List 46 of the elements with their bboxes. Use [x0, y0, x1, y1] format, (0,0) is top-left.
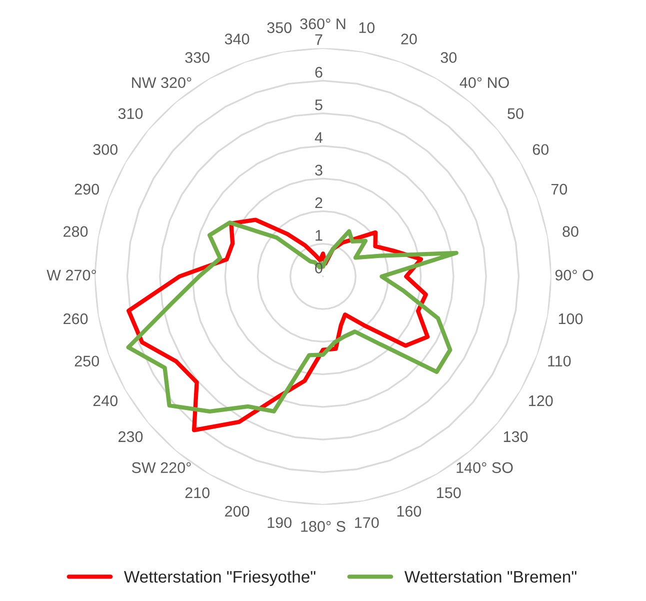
spoke-label: SW 220° [132, 462, 191, 474]
spoke-label: 280 [64, 226, 88, 237]
y-tick-label: 3 [315, 164, 322, 176]
spoke-label: 40° NO [460, 77, 509, 88]
spoke-label: 60 [532, 144, 549, 155]
spoke-label: 30 [440, 52, 457, 63]
spoke-label: 200 [225, 506, 250, 517]
spoke-label: 350 [267, 22, 292, 34]
spoke-label: 70 [551, 184, 568, 195]
y-tick-label: 1 [316, 230, 322, 241]
spoke-label: W 270° [46, 270, 96, 281]
legend-label: Wetterstation "Bremen" [404, 570, 576, 583]
spoke-label: 10 [359, 22, 375, 34]
spoke-label: 230 [118, 431, 143, 442]
spoke-label: 130 [504, 431, 528, 442]
spoke-label: 100 [558, 313, 583, 324]
spoke-label: 80 [562, 226, 578, 237]
spoke-label: 300 [93, 144, 118, 155]
spoke-label: 20 [401, 34, 417, 44]
spoke-label: 330 [185, 52, 210, 63]
spoke-label: 170 [355, 517, 379, 528]
y-tick-label: 0 [315, 262, 322, 274]
y-tick-label: 6 [315, 66, 322, 78]
spoke-label: 340 [224, 34, 250, 44]
y-tick-label: 5 [315, 100, 322, 110]
spoke-label: 190 [268, 517, 292, 528]
spoke-label: 110 [548, 356, 571, 367]
spoke-label: 210 [185, 487, 210, 498]
spoke-label: 120 [529, 395, 553, 406]
y-tick-label: 7 [315, 34, 322, 45]
spoke-label: 240 [93, 395, 118, 406]
spoke-label: 260 [64, 313, 88, 324]
spoke-label: 250 [74, 356, 100, 367]
y-tick-label: 2 [315, 197, 322, 208]
spoke-label: 360° N [300, 18, 346, 30]
spoke-label: 50 [508, 108, 524, 120]
spoke-label: 160 [397, 506, 422, 517]
y-tick-label: 4 [314, 132, 323, 143]
legend-label: Wetterstation "Friesyothe" [124, 570, 316, 586]
spoke-label: 90° O [555, 270, 594, 281]
spoke-label: 290 [74, 184, 100, 195]
spoke-label: NW 320° [132, 77, 192, 88]
spoke-label: 150 [437, 487, 461, 498]
spoke-label: 140° SO [456, 462, 513, 474]
spoke-label: 310 [118, 108, 143, 120]
spoke-label: 180° S [301, 521, 346, 532]
